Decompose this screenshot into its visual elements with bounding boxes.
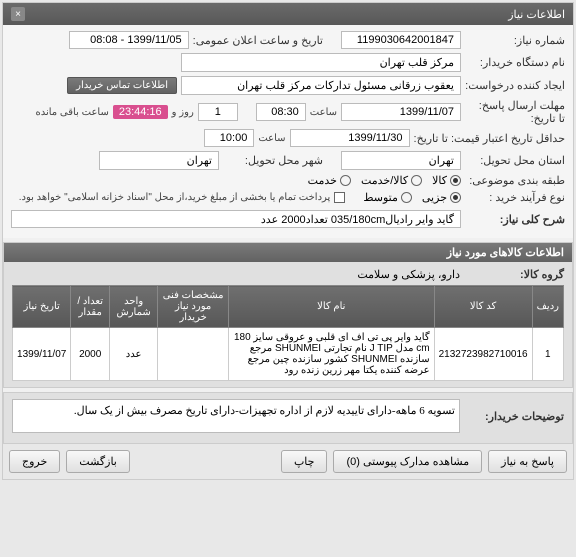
category-radio-group: کالا کالا/خدمت خدمت (308, 174, 461, 187)
min-valid-time: 10:00 (204, 129, 254, 147)
city-value: تهران (99, 151, 219, 170)
table-header: نام کالا (229, 286, 435, 328)
saat-label-1: ساعت (310, 107, 337, 118)
deadline-ans-label: مهلت ارسال پاسخ:تا تاریخ: (465, 99, 565, 125)
buyer-notes-textarea[interactable] (12, 399, 460, 433)
table-header: کد کالا (434, 286, 532, 328)
province-value: تهران (341, 151, 461, 170)
announce-value: 1399/11/05 - 08:08 (69, 31, 189, 49)
rooz-label: روز و (172, 107, 194, 118)
contact-button[interactable]: اطلاعات تماس خریدار (67, 77, 177, 94)
min-valid-label: حداقل تاریخ اعتبار قیمت: تا تاریخ: (414, 132, 565, 145)
desc-input[interactable] (11, 210, 461, 228)
saat-label-2: ساعت (258, 133, 285, 144)
buy-type-radio-group: جزیی متوسط (363, 191, 461, 204)
table-cell: 1399/11/07 (13, 328, 71, 381)
buyer-value: مرکز قلب تهران (181, 53, 461, 72)
radio-khedmat[interactable] (340, 175, 351, 186)
table-cell: 2000 (71, 328, 110, 381)
buy-type-label: نوع فرآیند خرید : (465, 191, 565, 204)
table-cell: عدد (110, 328, 158, 381)
deadline-ans-date: 1399/11/07 (341, 103, 461, 121)
radio-medium-label: متوسط (363, 191, 398, 204)
table-header: تاریخ نیاز (13, 286, 71, 328)
back-button[interactable]: بازگشت (66, 450, 130, 473)
countdown-timer: 23:44:16 (113, 105, 168, 119)
items-section-title: اطلاعات کالاهای مورد نیاز (4, 243, 572, 262)
exit-button[interactable]: خروج (9, 450, 60, 473)
items-table: ردیفکد کالانام کالامشخصات فنی مورد نیاز … (12, 285, 564, 381)
treasury-label: پرداخت تمام یا بخشی از مبلغ خرید،از محل … (19, 192, 331, 203)
print-button[interactable]: چاپ (281, 450, 328, 473)
reply-button[interactable]: پاسخ به نیاز (488, 450, 567, 473)
city-label: شهر محل تحویل: (223, 154, 323, 167)
group-field-value: دارو، پزشکی و سلامت (357, 268, 460, 281)
attachments-button[interactable]: مشاهده مدارک پیوستی (0) (333, 450, 482, 473)
buyer-notes-label: توضیحات خریدار: (464, 410, 564, 423)
niaz-no-label: شماره نیاز: (465, 34, 565, 47)
group-field-label: گروه کالا: (464, 268, 564, 281)
niaz-no-value: 1199030642001847 (341, 31, 461, 49)
table-header: تعداد / مقدار (71, 286, 110, 328)
creator-label: ایجاد کننده درخواست: (465, 79, 565, 92)
table-cell: 1 (532, 328, 563, 381)
radio-kala[interactable] (450, 175, 461, 186)
table-header: ردیف (532, 286, 563, 328)
radio-kala-khedmat[interactable] (411, 175, 422, 186)
deadline-ans-time: 08:30 (256, 103, 306, 121)
radio-khedmat-label: خدمت (308, 174, 337, 187)
panel-title: اطلاعات نیاز (508, 8, 565, 21)
radio-small-label: جزیی (422, 191, 447, 204)
close-icon[interactable]: × (11, 7, 25, 21)
table-cell: 2132723982710016 (434, 328, 532, 381)
radio-medium[interactable] (401, 192, 412, 203)
days-remaining: 1 (198, 103, 238, 121)
radio-kala-khedmat-label: کالا/خدمت (361, 174, 408, 187)
announce-label: تاریخ و ساعت اعلان عمومی: (193, 34, 323, 47)
province-label: استان محل تحویل: (465, 154, 565, 167)
table-cell (158, 328, 229, 381)
treasury-checkbox[interactable] (334, 192, 345, 203)
radio-small[interactable] (450, 192, 461, 203)
table-header: واحد شمارش (110, 286, 158, 328)
table-row[interactable]: 12132723982710016گاید وایر پی تی اف ای ق… (13, 328, 564, 381)
table-header: مشخصات فنی مورد نیاز خریدار (158, 286, 229, 328)
desc-label: شرح کلی نیاز: (465, 213, 565, 226)
creator-value: یعقوب زرقانی مسئول تدارکات مرکز قلب تهرا… (181, 76, 461, 95)
buyer-label: نام دستگاه خریدار: (465, 56, 565, 69)
remain-label: ساعت باقی مانده (35, 107, 108, 118)
radio-kala-label: کالا (432, 174, 447, 187)
group-class-label: طبقه بندی موضوعی: (465, 174, 565, 187)
table-cell: گاید وایر پی تی اف ای قلبی و عروقی سایز … (229, 328, 435, 381)
min-valid-date: 1399/11/30 (290, 129, 410, 147)
